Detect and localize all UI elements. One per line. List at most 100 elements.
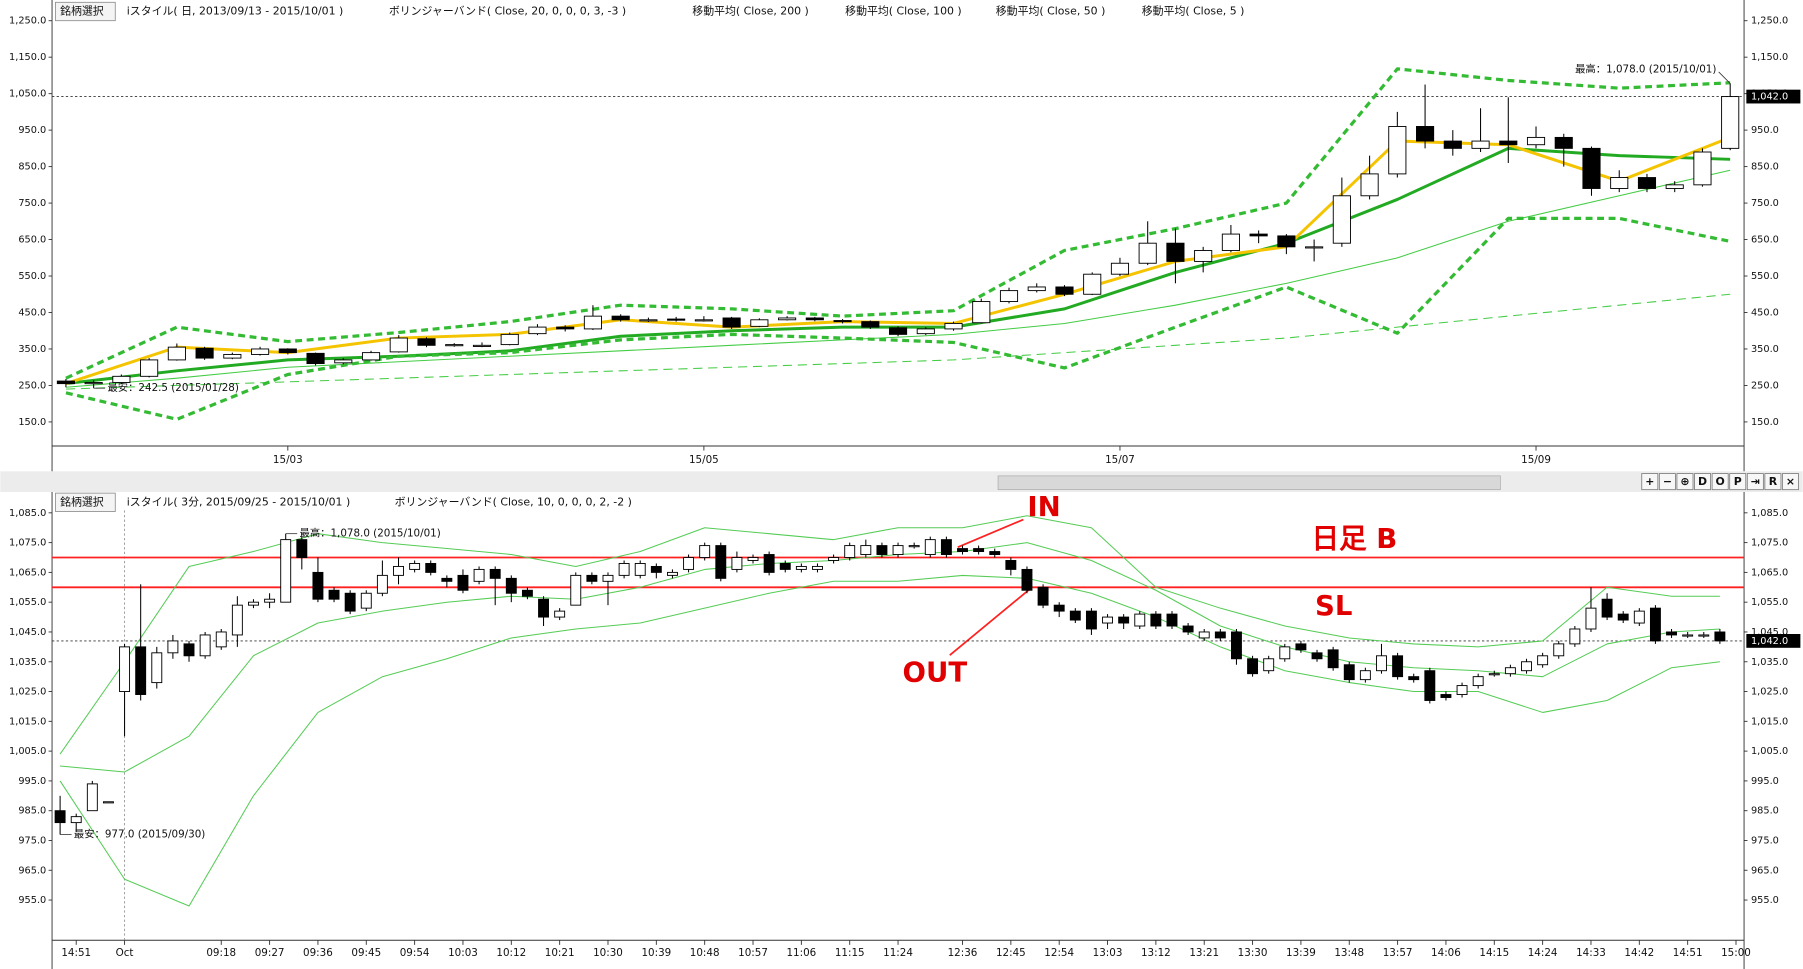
toolbar-button[interactable] (1711, 473, 1729, 491)
y-tick-label: 1,065.0 (1751, 567, 1788, 578)
candle-body (972, 301, 991, 324)
candle-body (112, 375, 131, 383)
candle-body (1569, 628, 1581, 645)
candle-body (611, 315, 630, 321)
y-tick-label: 150.0 (18, 417, 46, 428)
candle-body (528, 326, 547, 335)
toolbar-button-label[interactable]: + (1645, 475, 1654, 488)
x-tick-label: 15/05 (689, 454, 719, 466)
candle-body (779, 563, 791, 570)
candle-body (1249, 233, 1268, 237)
y-tick-label: 950.0 (18, 125, 46, 136)
candle-body (556, 326, 575, 330)
candle-body (1150, 613, 1162, 627)
candle-body (334, 359, 353, 364)
candle-body (973, 548, 985, 553)
toolbar-button-label[interactable]: ⇥ (1751, 475, 1760, 488)
candle-body (957, 548, 968, 553)
toolbar-button-label[interactable]: × (1786, 475, 1795, 488)
symbol-button-label[interactable]: 銘柄選択 (60, 3, 104, 17)
y-tick-label: 350.0 (18, 344, 46, 355)
y-tick-label: 1,035.0 (1751, 657, 1788, 668)
toolbar-button-label[interactable]: ⊕ (1680, 475, 1689, 488)
indicator-line (65, 293, 1731, 390)
candle-body (1408, 676, 1420, 681)
annotation: SL (1315, 589, 1352, 622)
y-tick-label: 150.0 (1751, 417, 1779, 428)
candle-body (183, 643, 195, 657)
toolbar-button-label[interactable]: R (1769, 475, 1778, 488)
candle-body (1693, 151, 1712, 186)
x-tick-label: 15/03 (273, 454, 303, 466)
indicator-label: 移動平均( Close, 5 ) (1142, 3, 1245, 17)
toolbar-button[interactable] (1694, 473, 1712, 491)
candle-body (1295, 643, 1307, 651)
toolbar-button-label[interactable]: D (1698, 475, 1707, 488)
candle-body (1327, 649, 1339, 669)
y-tick-label: 1,085.0 (9, 508, 46, 519)
candle-body (1554, 136, 1573, 149)
toolbar-button-label[interactable]: − (1663, 475, 1672, 488)
candle-body (1582, 147, 1601, 189)
x-tick-label: 10:12 (496, 947, 526, 959)
candle-body (1585, 607, 1597, 630)
candle-body (195, 347, 214, 359)
x-tick-label: 14:06 (1431, 947, 1461, 959)
candle-body (747, 557, 759, 561)
x-tick-label: 13:03 (1093, 947, 1123, 959)
candle-body (731, 557, 743, 570)
candle-body (570, 574, 582, 606)
note-arrow (957, 518, 1024, 548)
toolbar-button[interactable] (1782, 473, 1799, 491)
candle-body (389, 337, 408, 353)
y-tick-label: 550.0 (1751, 271, 1779, 282)
candle-body (828, 557, 840, 561)
candle-body (280, 539, 292, 603)
symbol-button-label[interactable]: 銘柄選択 (60, 494, 104, 508)
y-tick-label: 1,045.0 (9, 627, 46, 638)
x-tick-label: 10:57 (738, 947, 768, 959)
toolbar-button[interactable] (1641, 473, 1659, 491)
y-tick-label: 1,025.0 (1751, 687, 1788, 698)
candle-body (489, 568, 501, 579)
y-tick-label: 985.0 (18, 806, 46, 817)
y-tick-label: 965.0 (18, 865, 46, 876)
candle-body (102, 801, 114, 804)
toolbar-button[interactable] (1729, 473, 1747, 491)
x-tick-label: 14:24 (1528, 947, 1558, 959)
toolbar-button[interactable] (1764, 473, 1782, 491)
candle-body (248, 601, 259, 606)
toolbar-button[interactable] (1676, 473, 1694, 491)
candle-body (417, 338, 436, 346)
candle-body (1440, 694, 1452, 698)
last-price-label: 1,042.0 (1751, 92, 1788, 103)
annotation: OUT (903, 656, 968, 689)
y-tick-label: 1,075.0 (1751, 538, 1788, 549)
scrollbar[interactable] (997, 475, 1501, 491)
candle-body (1118, 616, 1130, 624)
y-tick-label: 850.0 (18, 162, 46, 173)
toolbar-button-label[interactable]: O (1716, 475, 1725, 488)
x-tick-label: 10:39 (641, 947, 671, 959)
candle-body (1601, 598, 1613, 618)
y-tick-label: 995.0 (1751, 776, 1779, 787)
candle-body (215, 631, 227, 648)
candle-body (1376, 655, 1387, 672)
candle-body (892, 545, 904, 555)
toolbar-button[interactable] (1658, 473, 1676, 491)
candle-body (312, 571, 324, 600)
candle-body (223, 353, 242, 359)
candle-body (500, 333, 519, 346)
y-tick-label: 955.0 (18, 895, 46, 906)
candle-body (634, 563, 646, 576)
candle-body (602, 574, 614, 582)
x-tick-label: 09:18 (206, 947, 236, 959)
y-tick-label: 1,250.0 (1751, 16, 1788, 27)
toolbar-button-label[interactable]: P (1734, 475, 1742, 488)
toolbar-button[interactable] (1746, 473, 1764, 491)
candle-body (1247, 658, 1259, 675)
symbol-button[interactable] (55, 1, 116, 22)
candle-body (445, 344, 464, 347)
symbol-button[interactable] (55, 492, 116, 512)
